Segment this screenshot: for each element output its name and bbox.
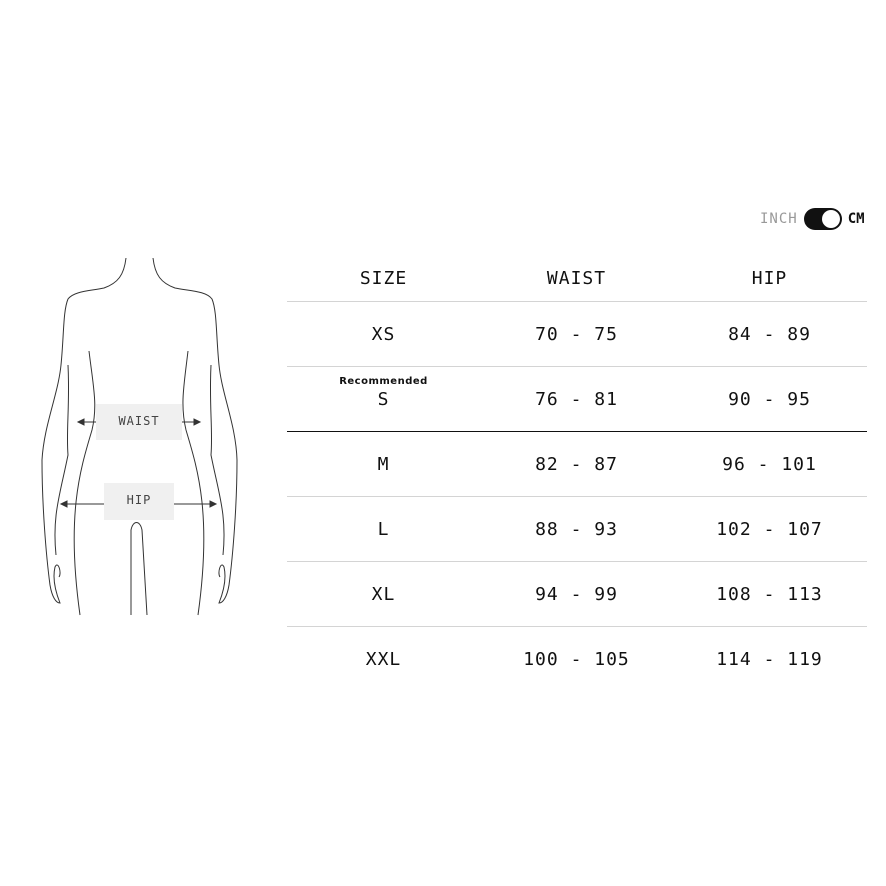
size-cell: XXL: [365, 648, 402, 670]
unit-switch[interactable]: [803, 208, 842, 230]
table-row: XS 70 - 75 84 - 89: [287, 302, 867, 367]
recommended-badge: Recommended: [339, 376, 428, 387]
waist-cell: 100 - 105: [523, 648, 630, 670]
waist-label: WAIST: [96, 404, 182, 440]
hip-cell: 84 - 89: [728, 323, 811, 345]
size-cell: XS: [371, 323, 396, 345]
table-row: XL 94 - 99 108 - 113: [287, 562, 867, 627]
unit-toggle[interactable]: INCH CM: [760, 208, 865, 230]
inch-label[interactable]: INCH: [760, 211, 798, 227]
header-waist: WAIST: [546, 268, 607, 289]
hip-cell: 90 - 95: [728, 388, 811, 410]
size-cell: S: [377, 388, 390, 410]
body-figure: WAIST HIP: [30, 255, 250, 621]
table-row: M 82 - 87 96 - 101: [287, 432, 867, 497]
table-row: XXL 100 - 105 114 - 119: [287, 627, 867, 691]
size-cell: M: [377, 453, 390, 475]
body-outline-icon: [41, 257, 238, 616]
measure-arrows-icon: [59, 418, 218, 508]
table-row-recommended: Recommended S 76 - 81 90 - 95: [287, 367, 867, 432]
size-cell: L: [377, 518, 390, 540]
hip-cell: 102 - 107: [716, 518, 823, 540]
size-cell: XL: [371, 583, 396, 605]
waist-cell: 70 - 75: [535, 323, 618, 345]
waist-cell: 82 - 87: [535, 453, 618, 475]
hip-cell: 96 - 101: [722, 453, 817, 475]
size-table: SIZE WAIST HIP XS 70 - 75 84 - 89 Recomm…: [287, 256, 867, 691]
table-header: SIZE WAIST HIP: [287, 256, 867, 302]
waist-cell: 88 - 93: [535, 518, 618, 540]
hip-label: HIP: [104, 483, 174, 520]
hip-cell: 108 - 113: [716, 583, 823, 605]
waist-cell: 94 - 99: [535, 583, 618, 605]
switch-knob: [821, 210, 840, 228]
header-hip: HIP: [751, 268, 788, 289]
table-row: L 88 - 93 102 - 107: [287, 497, 867, 562]
header-size: SIZE: [359, 268, 408, 289]
cm-label[interactable]: CM: [847, 211, 865, 227]
waist-cell: 76 - 81: [535, 388, 618, 410]
hip-cell: 114 - 119: [716, 648, 823, 670]
